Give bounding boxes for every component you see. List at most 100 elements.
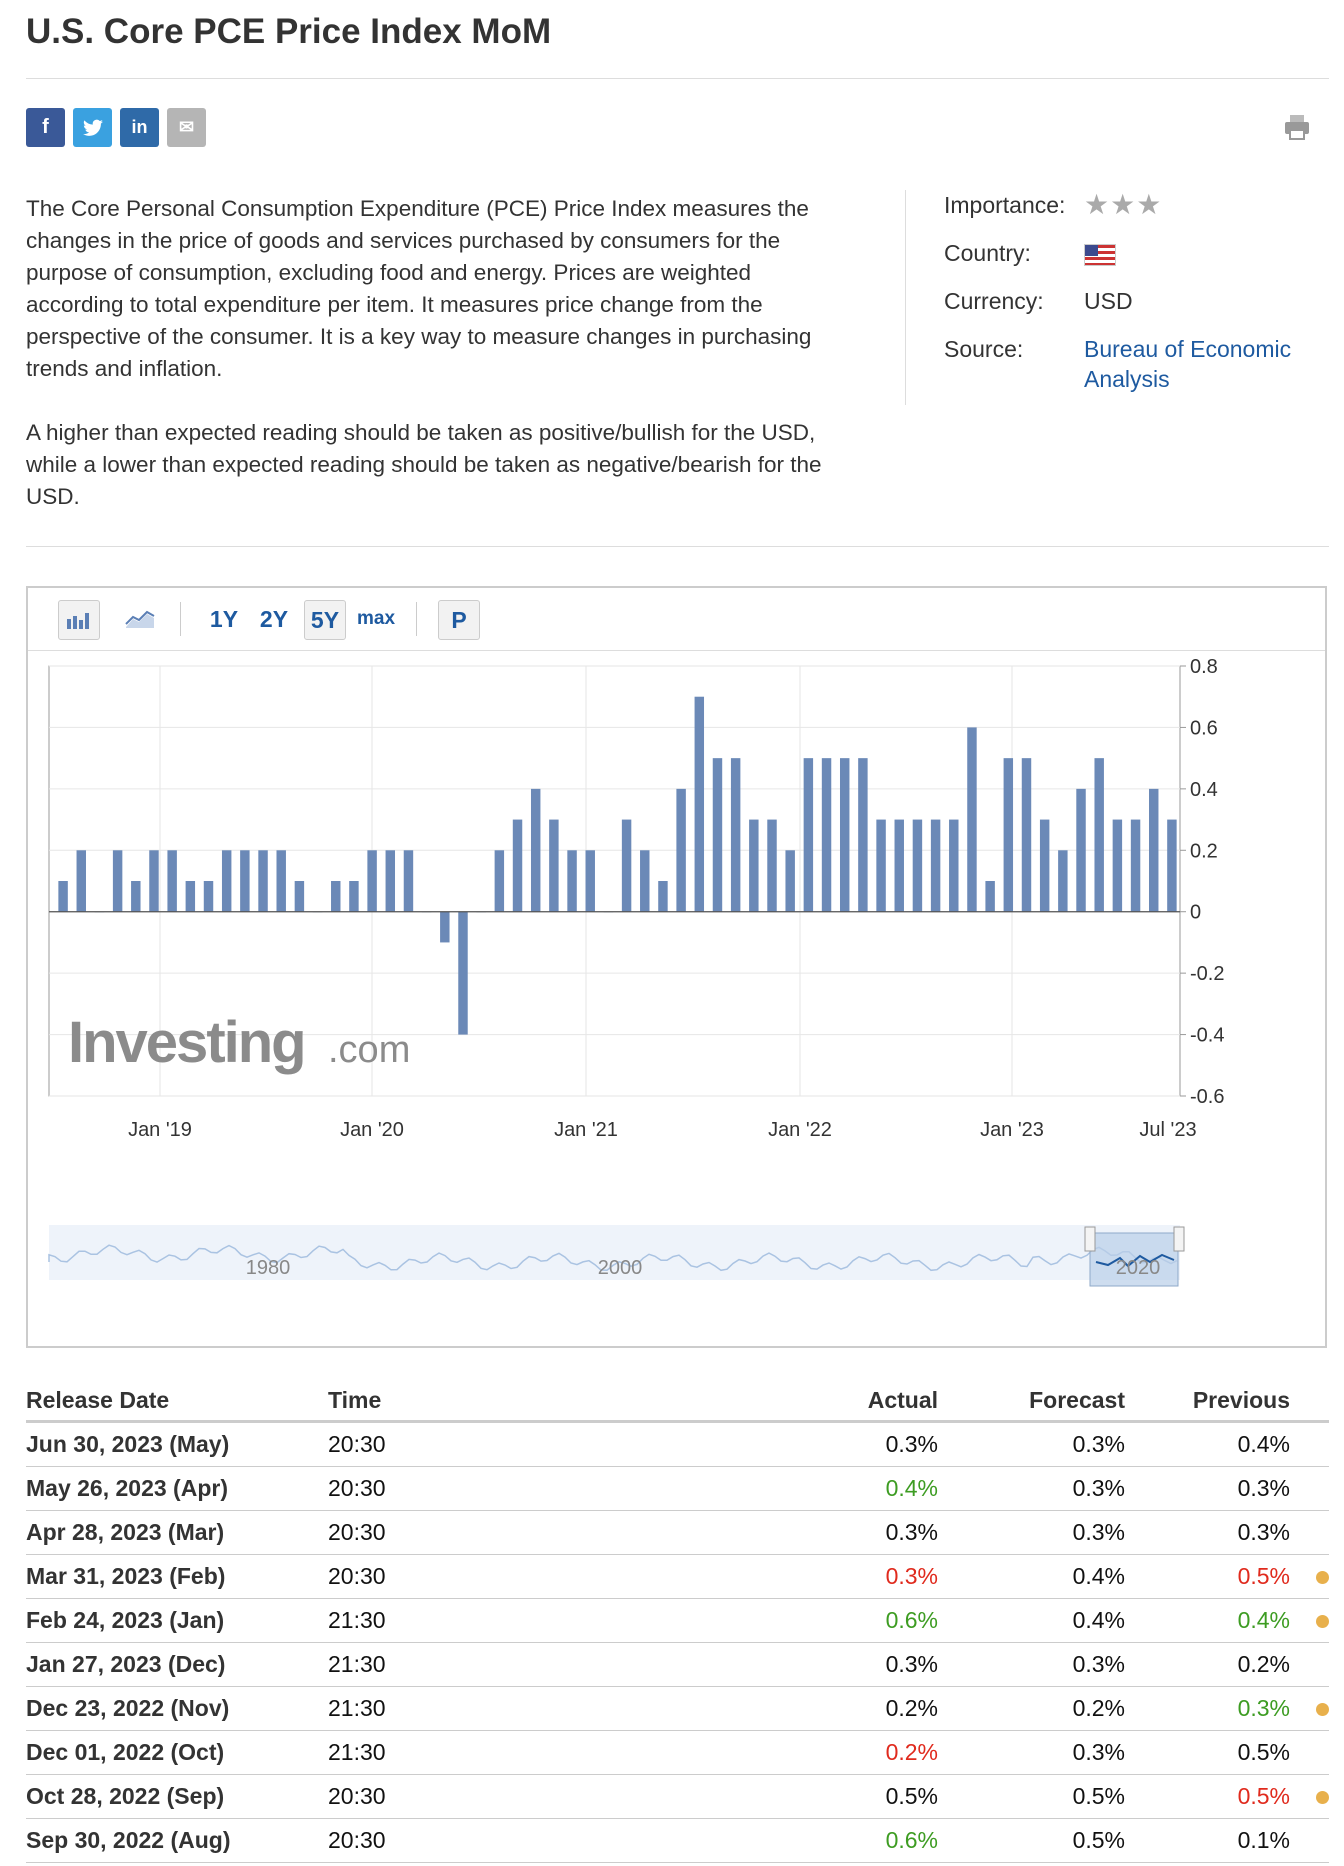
time-cell: 21:30 <box>328 1686 628 1731</box>
revised-cell <box>1290 1818 1329 1863</box>
release-date-cell: Jun 30, 2023 (May) <box>26 1421 328 1467</box>
bar <box>567 850 577 912</box>
release-date-cell: Apr 28, 2023 (Mar) <box>26 1510 328 1555</box>
bar-chart-icon <box>67 613 89 629</box>
linkedin-share-button[interactable]: in <box>120 108 159 147</box>
bar <box>658 881 668 912</box>
range-1y-button[interactable]: 1Y <box>209 605 239 632</box>
linkedin-icon: in <box>131 117 148 137</box>
release-date-cell: Jan 27, 2023 (Dec) <box>26 1642 328 1687</box>
x-tick-label: Jan '19 <box>128 1119 192 1141</box>
table-row: Mar 31, 2023 (Feb) 20:30 0.3% 0.4% 0.5% <box>26 1554 1329 1599</box>
bar <box>549 819 559 912</box>
email-share-button[interactable]: ✉ <box>167 108 206 147</box>
actual-header: Actual <box>628 1380 938 1423</box>
email-icon: ✉ <box>178 117 195 137</box>
toolbar-separator <box>416 602 417 636</box>
revised-cell <box>1290 1598 1329 1643</box>
importance-stars-icon: ★★★ <box>1084 189 1163 220</box>
y-tick-label: 0.6 <box>1190 717 1218 739</box>
release-date-cell: Dec 23, 2022 (Nov) <box>26 1686 328 1731</box>
actual-cell: 0.6% <box>628 1598 938 1643</box>
bar <box>785 850 795 912</box>
time-cell: 20:30 <box>328 1421 628 1467</box>
header-shadow <box>26 176 1329 180</box>
facebook-share-button[interactable]: f <box>26 108 65 147</box>
bar <box>1076 788 1086 912</box>
y-tick-label: 0.8 <box>1190 656 1218 678</box>
table-row: May 26, 2023 (Apr) 20:30 0.4% 0.3% 0.3% <box>26 1466 1329 1511</box>
revised-dot-icon[interactable] <box>1316 1615 1329 1628</box>
previous-cell: 0.5% <box>1125 1554 1290 1599</box>
x-tick-label: Jan '21 <box>554 1119 618 1141</box>
forecast-cell: 0.3% <box>938 1510 1125 1555</box>
bar <box>967 727 977 912</box>
y-tick-label: 0.4 <box>1190 779 1218 801</box>
bar <box>112 850 123 912</box>
description-paragraph-1: The Core Personal Consumption Expenditur… <box>26 196 812 381</box>
x-tick-label: Jan '23 <box>980 1119 1044 1141</box>
bar <box>203 881 214 912</box>
range-2y-button[interactable]: 2Y <box>259 605 289 632</box>
bar <box>440 911 450 943</box>
bar <box>149 850 159 912</box>
revised-dot-icon[interactable] <box>1316 1571 1329 1584</box>
bar <box>712 758 723 912</box>
line-chart-type-button[interactable] <box>120 600 160 638</box>
forecast-cell: 0.3% <box>938 1466 1125 1511</box>
navigator-selected-series <box>1095 1253 1175 1268</box>
table-header-row: Release Date Time Actual Forecast Previo… <box>26 1380 1329 1423</box>
bar <box>385 850 396 912</box>
revised-cell <box>1290 1686 1329 1731</box>
release-date-header: Release Date <box>26 1380 328 1423</box>
bar <box>458 911 468 1035</box>
area-chart-icon <box>125 610 155 628</box>
previous-cell: 0.3% <box>1125 1510 1290 1555</box>
print-icon[interactable] <box>1282 112 1312 142</box>
forecast-cell: 0.4% <box>938 1598 1125 1643</box>
bar <box>749 819 759 912</box>
bar-chart-type-button[interactable] <box>58 600 100 640</box>
time-cell: 20:30 <box>328 1774 628 1819</box>
importance-label: Importance: <box>944 192 1066 218</box>
bar <box>767 819 777 912</box>
revised-cell <box>1290 1642 1329 1687</box>
range-5y-button[interactable]: 5Y <box>304 600 346 640</box>
source-label: Source: <box>944 336 1024 362</box>
bar <box>367 850 377 912</box>
forecast-cell: 0.5% <box>938 1818 1125 1863</box>
bar <box>621 819 632 912</box>
time-cell: 20:30 <box>328 1510 628 1555</box>
event-description: The Core Personal Consumption Expenditur… <box>26 193 846 545</box>
forecast-cell: 0.3% <box>938 1642 1125 1687</box>
forecast-cell: 0.3% <box>938 1730 1125 1775</box>
country-label: Country: <box>944 240 1031 266</box>
release-date-cell: Oct 28, 2022 (Sep) <box>26 1774 328 1819</box>
revised-dot-icon[interactable] <box>1316 1703 1329 1716</box>
bar <box>221 850 232 912</box>
revised-dot-icon[interactable] <box>1316 1791 1329 1804</box>
bar-chart: 0.8 0.6 0.4 0.2 0 -0.2 -0.4 -0.6 Jan '19 Jan '20 J… <box>48 656 1224 1287</box>
description-paragraph-2: A higher than expected reading should be… <box>26 420 822 509</box>
bar <box>349 881 359 912</box>
bar <box>985 881 995 912</box>
bar <box>294 881 305 912</box>
source-link[interactable]: Bureau of Economic Analysis <box>1084 336 1292 392</box>
forecast-cell: 0.5% <box>938 1774 1125 1819</box>
table-row: Jun 30, 2023 (May) 20:30 0.3% 0.3% 0.4% <box>26 1421 1329 1467</box>
bar <box>1167 819 1177 912</box>
bar <box>512 819 523 912</box>
actual-cell: 0.3% <box>628 1421 938 1467</box>
section-divider <box>26 546 1329 547</box>
bar <box>1058 850 1068 912</box>
forecast-header: Forecast <box>938 1380 1125 1423</box>
x-tick-label: Jan '22 <box>768 1119 832 1141</box>
p-button[interactable]: P <box>438 600 480 640</box>
time-cell: 20:30 <box>328 1554 628 1599</box>
navigator-strip <box>49 1225 1180 1280</box>
bar <box>803 758 814 912</box>
navigator-left-handle <box>1084 1226 1096 1252</box>
time-cell: 20:30 <box>328 1466 628 1511</box>
twitter-share-button[interactable]: t <box>73 108 112 147</box>
range-max-button[interactable]: max <box>356 608 396 629</box>
